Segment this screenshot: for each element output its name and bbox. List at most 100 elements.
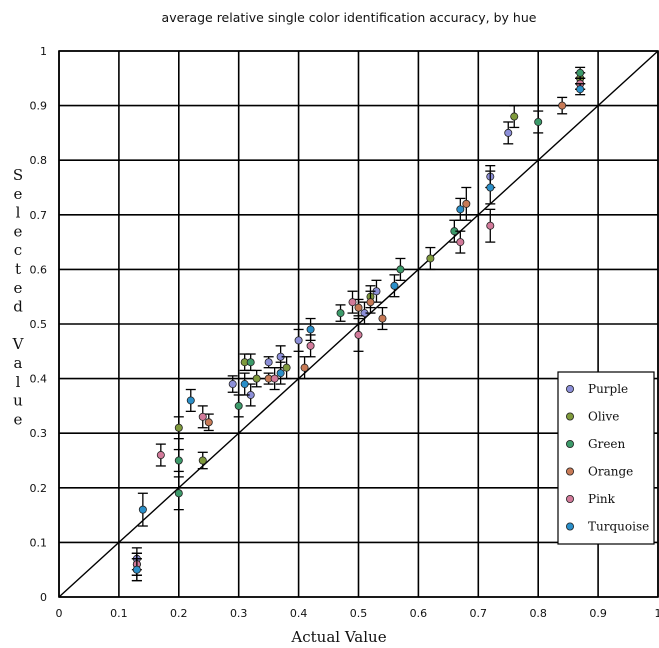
point-marker bbox=[426, 254, 435, 263]
point-marker bbox=[276, 369, 285, 378]
point-marker bbox=[156, 451, 165, 460]
legend-marker bbox=[566, 467, 575, 476]
y-tick-label: 0.4 bbox=[30, 373, 48, 386]
data-points bbox=[131, 66, 586, 582]
data-point bbox=[335, 304, 346, 322]
point-marker bbox=[174, 456, 183, 465]
data-point bbox=[509, 104, 520, 129]
y-tick-label: 0.7 bbox=[30, 209, 48, 222]
data-point bbox=[485, 208, 496, 243]
legend-item: Turquoise bbox=[566, 520, 649, 534]
data-point bbox=[227, 375, 238, 393]
point-marker bbox=[270, 374, 279, 383]
data-point bbox=[197, 405, 208, 429]
data-point bbox=[263, 372, 274, 385]
point-marker bbox=[456, 205, 465, 214]
legend-marker bbox=[566, 384, 575, 393]
data-point bbox=[347, 290, 358, 314]
point-marker bbox=[354, 303, 363, 312]
x-tick-label: 0.2 bbox=[170, 607, 188, 620]
y-tick-label: 0.5 bbox=[30, 318, 48, 331]
point-marker bbox=[378, 314, 387, 323]
x-tick-label: 0.6 bbox=[410, 607, 428, 620]
point-marker bbox=[246, 358, 255, 367]
data-point bbox=[197, 451, 208, 470]
point-marker bbox=[486, 183, 495, 192]
point-marker bbox=[198, 412, 207, 421]
x-tick-label: 0.7 bbox=[470, 607, 488, 620]
point-marker bbox=[306, 325, 315, 334]
point-marker bbox=[300, 363, 309, 372]
point-marker bbox=[132, 565, 141, 574]
data-point bbox=[485, 170, 496, 205]
data-point bbox=[275, 361, 286, 385]
x-tick-label: 0 bbox=[56, 607, 63, 620]
point-marker bbox=[294, 336, 303, 345]
legend-label: Turquoise bbox=[588, 520, 649, 534]
data-point bbox=[353, 317, 364, 352]
point-marker bbox=[228, 380, 237, 389]
y-tick-label: 0.8 bbox=[30, 154, 48, 167]
y-tick-label: 0.3 bbox=[30, 427, 48, 440]
x-tick-label: 0.5 bbox=[350, 607, 368, 620]
data-point bbox=[455, 197, 466, 221]
data-point bbox=[245, 353, 256, 372]
legend: Purple Olive Green Orange Pink Turquoise bbox=[557, 371, 655, 545]
legend-label: Olive bbox=[588, 410, 619, 424]
point-marker bbox=[456, 238, 465, 247]
data-point bbox=[281, 356, 292, 380]
tick-labels: 0 0.1 0.2 0.3 0.4 0.5 0.6 0.7 0.8 0.9 1 0 0.1 0.2 0.3 0… bbox=[30, 45, 659, 620]
y-tick-label: 0.1 bbox=[30, 536, 48, 549]
y-tick-label: 1 bbox=[40, 45, 47, 58]
data-point bbox=[557, 96, 568, 115]
data-point bbox=[155, 443, 166, 467]
legend-marker bbox=[566, 494, 575, 503]
x-tick-label: 1 bbox=[655, 607, 659, 620]
data-point bbox=[575, 66, 586, 79]
data-point bbox=[305, 317, 316, 342]
data-point bbox=[263, 356, 274, 369]
point-marker bbox=[510, 112, 519, 121]
legend-item: Orange bbox=[566, 465, 633, 479]
data-point bbox=[389, 274, 400, 298]
chart-title: average relative single color identifica… bbox=[162, 10, 537, 25]
point-marker bbox=[576, 68, 585, 77]
data-point bbox=[293, 328, 304, 352]
point-marker bbox=[462, 199, 471, 208]
data-point bbox=[299, 356, 310, 380]
data-point bbox=[185, 388, 196, 413]
legend-marker bbox=[566, 439, 575, 448]
point-marker bbox=[306, 341, 315, 350]
point-marker bbox=[282, 363, 291, 372]
legend-label: Green bbox=[588, 437, 626, 451]
point-marker bbox=[204, 418, 213, 427]
legend-box bbox=[557, 371, 655, 545]
grid bbox=[58, 50, 659, 598]
x-tick-label: 0.3 bbox=[230, 607, 248, 620]
data-point bbox=[395, 257, 406, 281]
x-tick-label: 0.4 bbox=[290, 607, 308, 620]
x-tick-label: 0.9 bbox=[589, 607, 607, 620]
data-point bbox=[269, 367, 280, 391]
point-marker bbox=[186, 396, 195, 405]
point-marker bbox=[348, 298, 357, 307]
legend-item: Purple bbox=[566, 382, 628, 396]
plot-frame bbox=[58, 50, 659, 598]
x-tick-label: 0.8 bbox=[529, 607, 547, 620]
point-marker bbox=[504, 128, 513, 137]
point-marker bbox=[558, 101, 567, 110]
legend-label: Orange bbox=[588, 465, 633, 479]
point-marker bbox=[390, 281, 399, 290]
data-point bbox=[173, 448, 184, 473]
legend-item: Olive bbox=[566, 410, 619, 424]
x-tick-label: 0.1 bbox=[110, 607, 128, 620]
point-marker bbox=[234, 401, 243, 410]
data-point bbox=[533, 110, 544, 134]
data-point bbox=[575, 83, 586, 96]
y-tick-label: 0.2 bbox=[30, 482, 48, 495]
data-point bbox=[359, 301, 370, 325]
legend-marker bbox=[566, 522, 575, 531]
point-marker bbox=[138, 505, 147, 514]
data-point bbox=[131, 558, 142, 582]
